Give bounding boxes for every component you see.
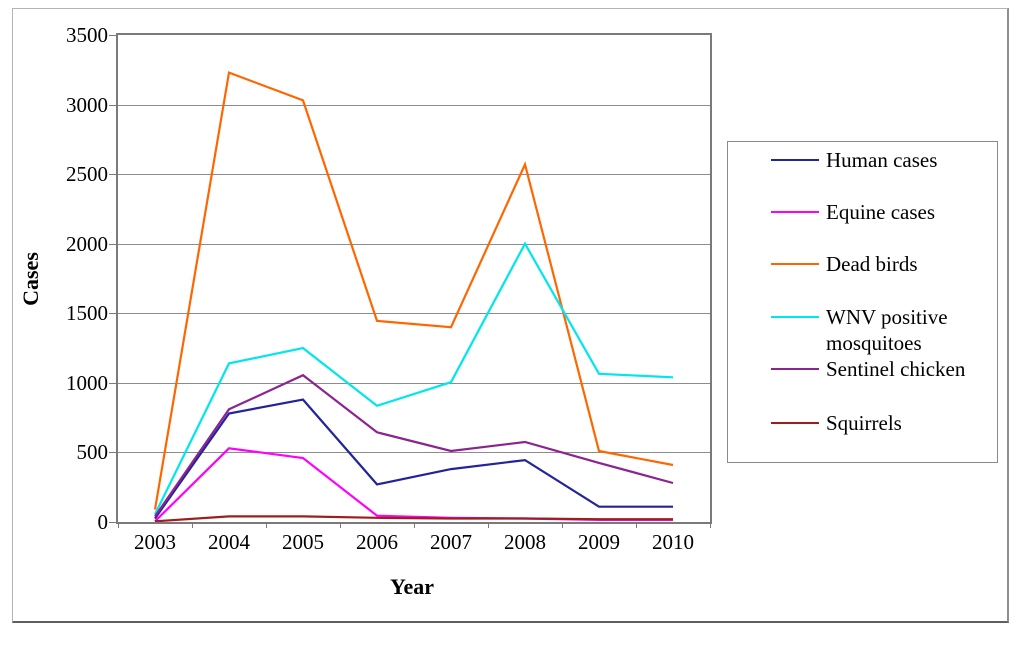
series-lines — [153, 71, 674, 522]
legend-line-swatch — [771, 368, 819, 370]
legend-item-dead-birds: Dead birds — [728, 251, 1001, 277]
gridline-500 — [118, 452, 710, 453]
y-tick-label: 2500 — [66, 162, 108, 187]
legend-label: Squirrels — [826, 411, 902, 435]
x-tick-mark — [266, 522, 267, 528]
x-tick-label-2006: 2006 — [356, 530, 398, 554]
x-tick-mark — [414, 522, 415, 528]
x-tick-mark — [562, 522, 563, 528]
legend-line-swatch — [771, 159, 819, 161]
gridline-3000 — [118, 105, 710, 106]
x-tick-mark — [118, 522, 119, 528]
y-tick-mark — [109, 313, 116, 314]
legend-label: Dead birds — [826, 252, 918, 276]
x-tick-mark — [192, 522, 193, 528]
legend-label: Human cases — [826, 148, 938, 172]
plot-area — [116, 33, 712, 524]
series-line-equine-cases — [154, 447, 673, 522]
y-tick-label: 500 — [76, 440, 109, 465]
x-tick-mark — [636, 522, 637, 528]
y-tick-mark — [109, 244, 116, 245]
y-tick-label: 1500 — [66, 301, 108, 326]
legend-line-swatch — [771, 211, 819, 213]
y-tick-label: 1000 — [66, 370, 108, 395]
legend-item-squirrels: Squirrels — [728, 410, 1001, 436]
y-tick-label: 0 — [97, 510, 109, 534]
y-tick-mark — [109, 522, 116, 523]
y-tick-mark — [109, 383, 116, 384]
legend-label: Equine cases — [826, 200, 936, 224]
x-tick-label-2003: 2003 — [134, 530, 176, 554]
x-tick-label-2008: 2008 — [504, 530, 546, 554]
legend-line-swatch — [771, 316, 819, 318]
y-tick-mark — [109, 174, 116, 175]
legend-line-swatch — [771, 422, 819, 424]
x-tick-mark — [340, 522, 341, 528]
series-line-human-cases — [154, 398, 673, 520]
gridline-1500 — [118, 313, 710, 314]
x-tick-mark — [488, 522, 489, 528]
legend-item-wnv-positive-mosquitoes: WNV positive mosquitoes — [728, 304, 1001, 356]
x-tick-label-2007: 2007 — [430, 530, 472, 554]
y-tick-mark — [109, 452, 116, 453]
legend-label: WNV positive mosquitoes — [826, 305, 948, 355]
gridline-1000 — [118, 383, 710, 384]
x-tick-label-2009: 2009 — [578, 530, 620, 554]
series-line-sentinel-chicken — [154, 373, 674, 518]
x-tick-label-2005: 2005 — [282, 530, 324, 554]
legend-item-equine-cases: Equine cases — [728, 199, 1001, 225]
legend-label: Sentinel chicken — [826, 357, 966, 381]
y-tick-label: 3500 — [66, 23, 108, 47]
x-tick-label-2010: 2010 — [652, 530, 694, 554]
x-axis-title: Year — [390, 574, 434, 599]
y-tick-mark — [109, 105, 116, 106]
y-tick-label: 3000 — [66, 92, 108, 117]
x-tick-mark — [710, 522, 711, 528]
series-line-squirrels — [154, 515, 673, 522]
gridline-2500 — [118, 174, 710, 175]
x-tick-label-2004: 2004 — [208, 530, 250, 554]
y-axis-title: Cases — [18, 252, 43, 306]
legend-line-swatch — [771, 263, 819, 265]
legend-item-sentinel-chicken: Sentinel chicken — [728, 356, 1001, 382]
y-tick-label: 2000 — [66, 231, 108, 256]
series-line-wnv-positive-mosquitoes — [154, 241, 674, 515]
gridline-2000 — [118, 244, 710, 245]
y-tick-mark — [109, 35, 116, 36]
legend-item-human-cases: Human cases — [728, 147, 1001, 173]
series-line-dead-birds — [153, 71, 674, 510]
legend-box: Human cases Equine cases Dead birds WNV pos… — [727, 141, 998, 463]
